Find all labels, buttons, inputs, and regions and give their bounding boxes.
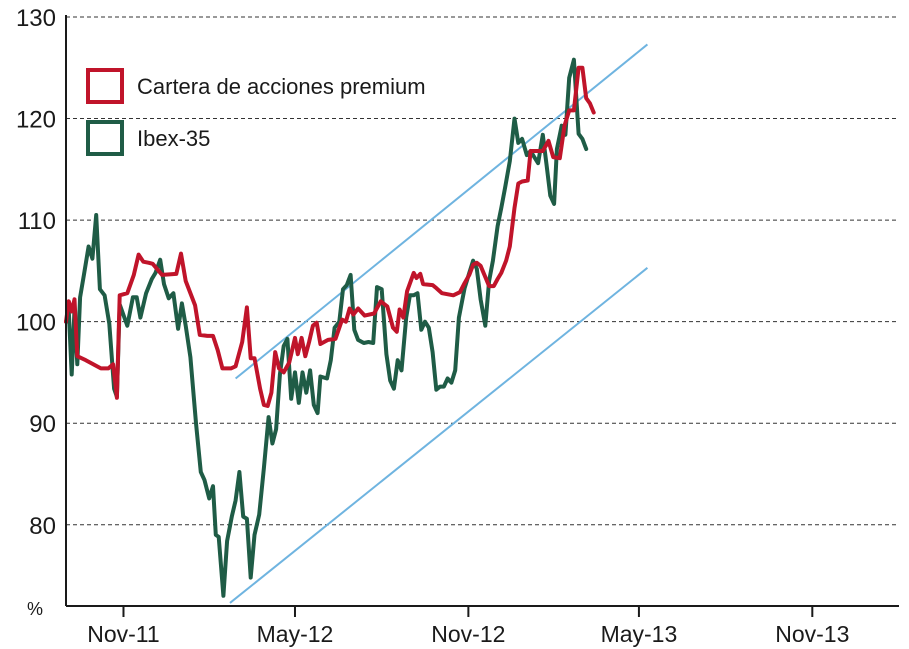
y-tick-label: 90 [29, 411, 56, 438]
x-tick-labels: Nov-11 May-12 Nov-12 May-13 Nov-13 [87, 621, 849, 647]
legend-label: Cartera de acciones premium [137, 74, 426, 99]
x-tick-label: Nov-11 [87, 621, 159, 647]
legend: Cartera de acciones premium Ibex-35 [88, 70, 426, 154]
y-tick-label: 130 [16, 5, 56, 32]
legend-swatch [88, 122, 122, 154]
legend-label: Ibex-35 [137, 126, 210, 151]
y-tick-label: 120 [16, 107, 56, 134]
trend-channel [230, 44, 647, 603]
x-tick-label: May-12 [257, 621, 334, 647]
x-tick-label: Nov-13 [775, 621, 849, 647]
y-tick-label: 100 [16, 310, 56, 337]
y-tick-labels: 80 90 100 110 120 130 [16, 5, 56, 540]
y-tick-label: 80 [29, 513, 56, 540]
y-tick-label: 110 [18, 208, 56, 235]
legend-swatch [88, 70, 122, 102]
x-tick-label: May-13 [601, 621, 678, 647]
x-tick-label: Nov-12 [431, 621, 505, 647]
trend-line-canal-inferior [230, 268, 647, 603]
y-unit-label: % [27, 599, 43, 619]
